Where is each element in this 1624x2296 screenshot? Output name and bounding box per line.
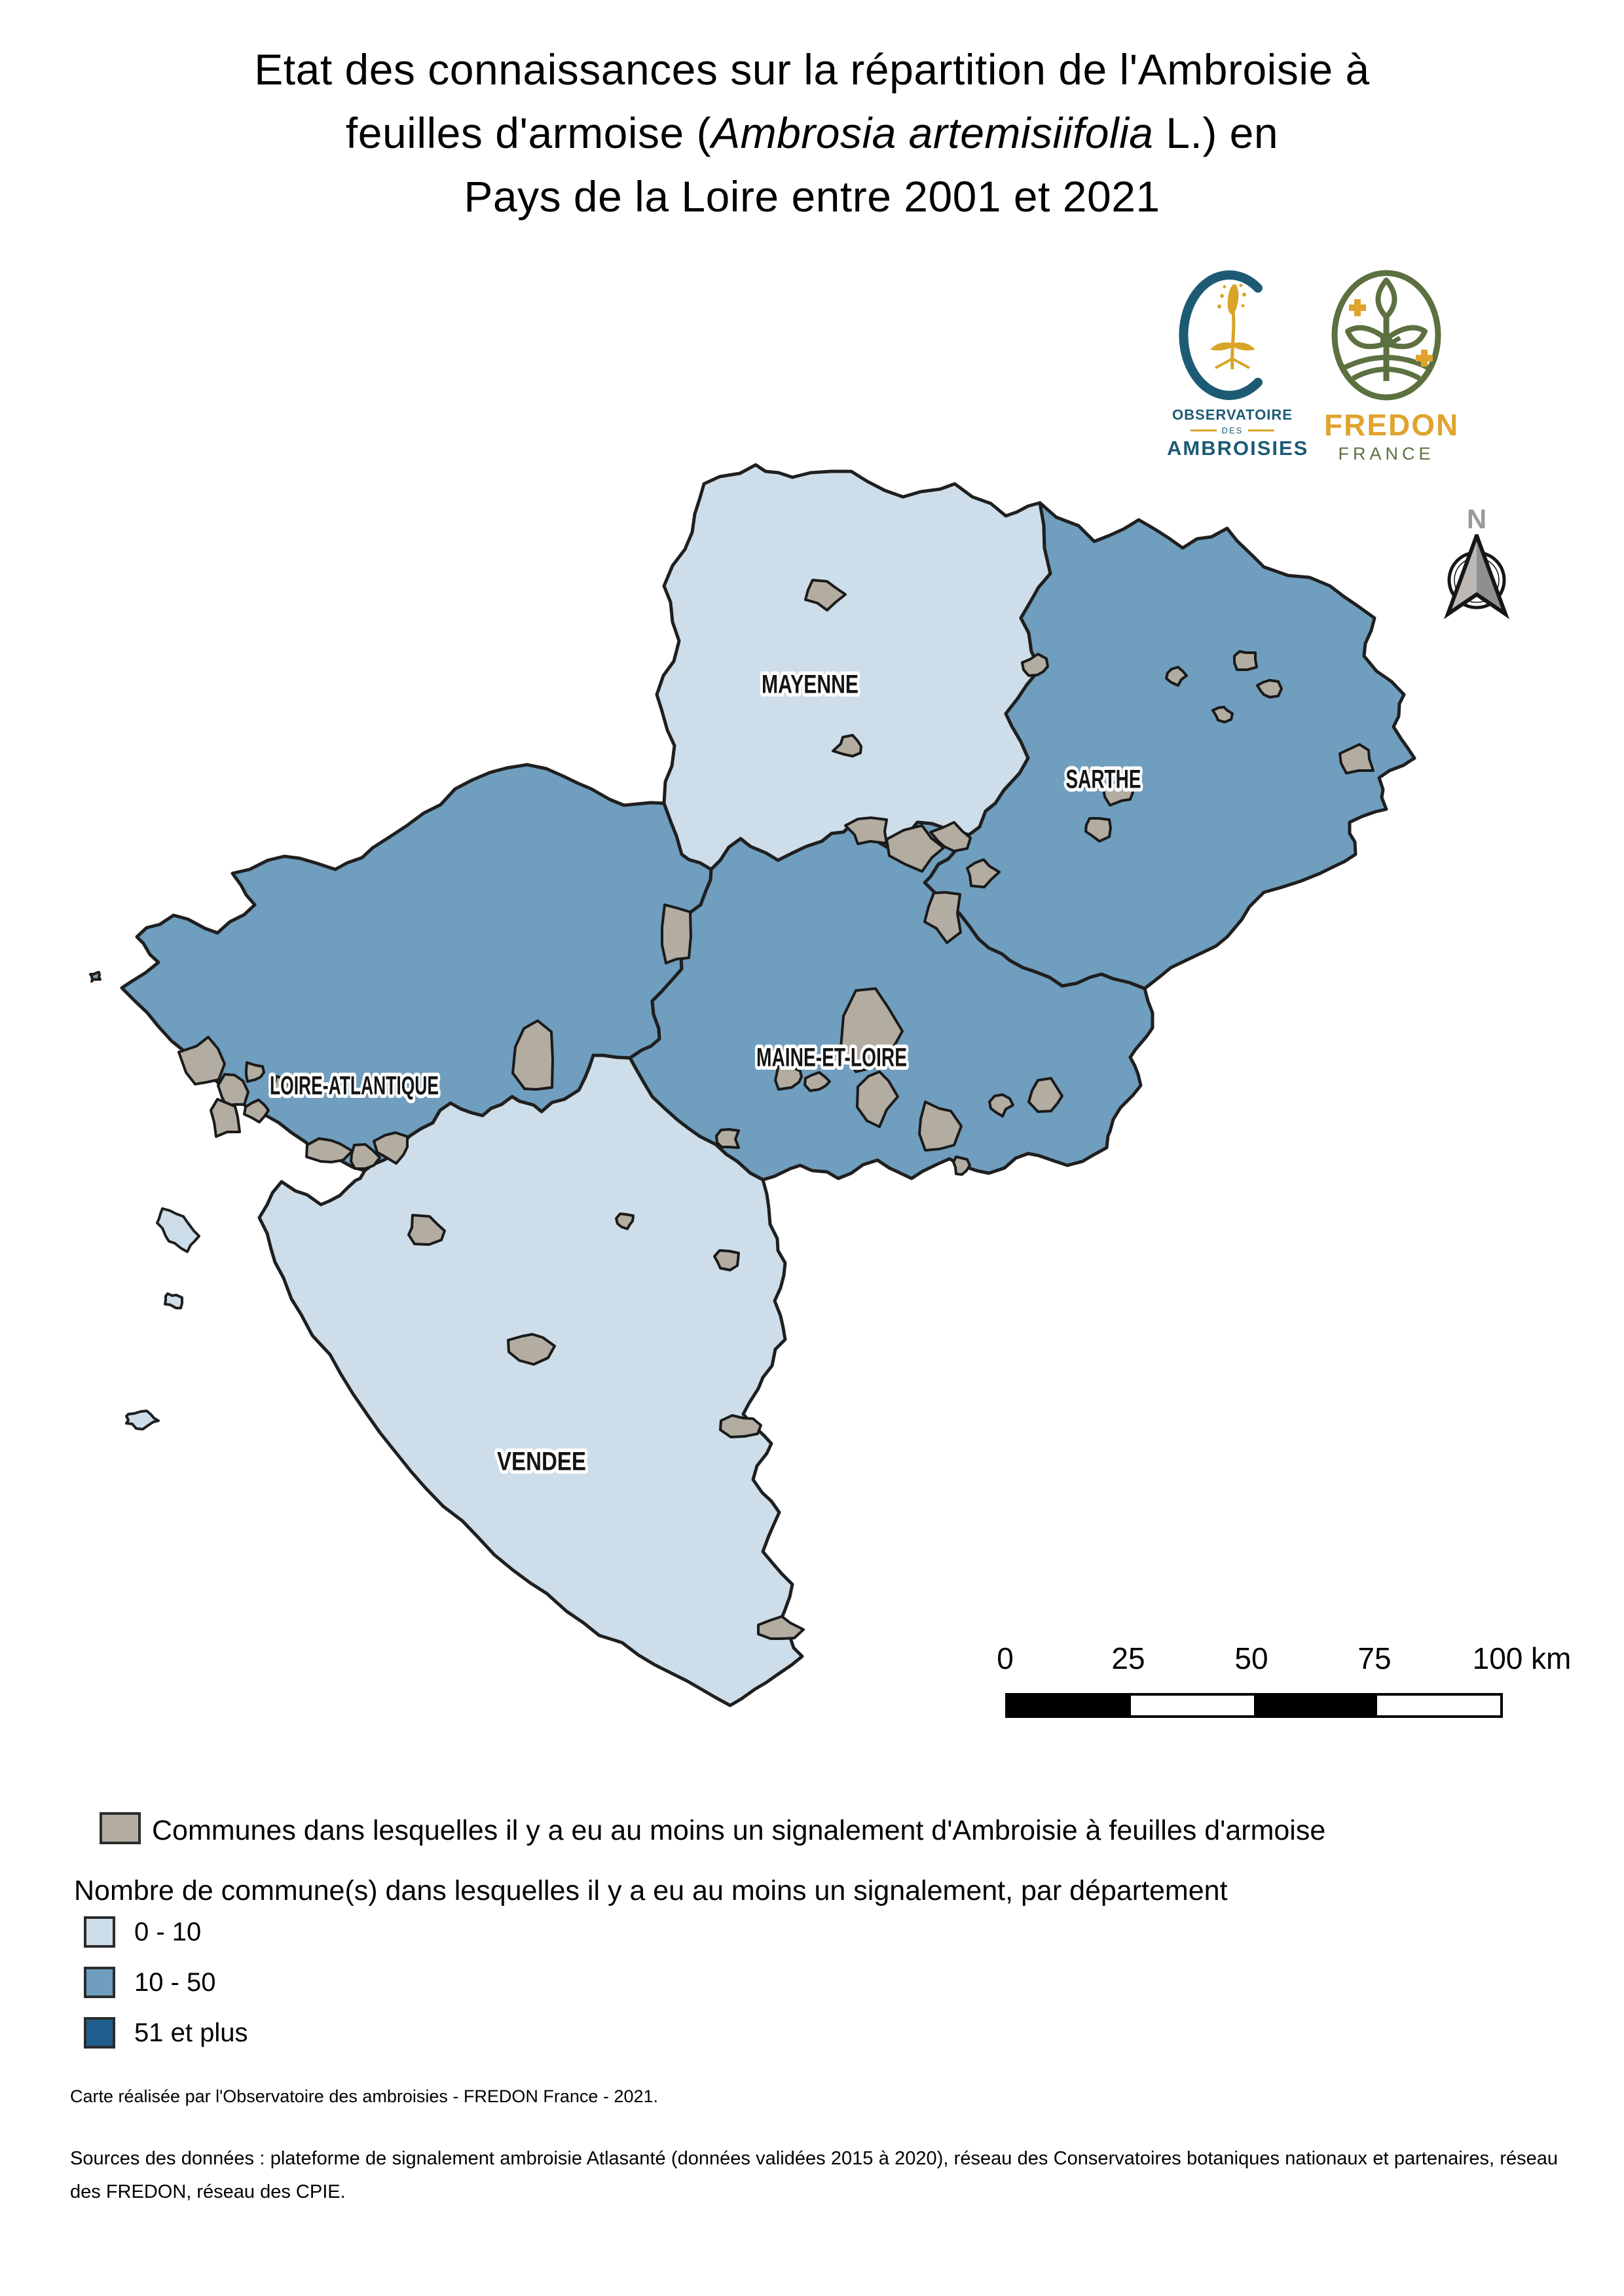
legend-class-label-low: 0 - 10 (134, 1918, 202, 1946)
commune-signalement (832, 734, 862, 757)
fredon-logo-text-1: FREDON (1324, 408, 1460, 442)
department-label-vendee: VENDEE (497, 1448, 586, 1476)
commune-signalement (177, 1036, 226, 1085)
department-label-loire-atlantique: LOIRE-ATLANTIQUE (270, 1072, 439, 1101)
commune-signalement (774, 1063, 803, 1091)
scale-tick-100: 100 (1472, 1641, 1523, 1675)
commune-signalement (305, 1137, 354, 1163)
commune-signalement (1256, 679, 1283, 699)
commune-signalement (615, 1212, 635, 1230)
commune-polygons (177, 579, 1375, 1640)
legend-communes-label: Communes dans lesquelles il y a eu au mo… (152, 1815, 1326, 1846)
fredon-logo-text-2: FRANCE (1338, 444, 1435, 464)
department-sarthe (923, 501, 1416, 991)
commune-signalement (918, 1101, 963, 1152)
scale-segment-1 (1008, 1696, 1131, 1715)
scale-tick-75: 75 (1357, 1641, 1392, 1675)
commune-signalement (1233, 650, 1258, 671)
observatoire-logo-text-3: AMBROISIES (1167, 437, 1309, 460)
commune-signalement (966, 858, 1001, 888)
commune-signalement (923, 891, 962, 944)
title-species-italic: Ambrosia artemisiifolia (711, 109, 1154, 157)
scale-segment-3 (1254, 1696, 1377, 1715)
commune-signalement (757, 1615, 805, 1640)
commune-signalement (217, 1073, 249, 1107)
commune-signalement (1102, 779, 1135, 807)
legend-class-label-mid: 10 - 50 (134, 1968, 216, 1997)
commune-signalement (803, 1071, 831, 1092)
north-arrow: N (1431, 504, 1522, 623)
commune-signalement (243, 1099, 270, 1123)
commune-signalement (885, 824, 945, 873)
scale-bar-segments (1005, 1693, 1503, 1718)
scale-tick-25: 25 (1111, 1641, 1145, 1675)
department-labels: MAYENNE SARTHE LOIRE-ATLANTIQUE MAINE-ET… (267, 666, 1145, 1480)
commune-signalement (1211, 706, 1234, 723)
fredon-plant-icon (1331, 270, 1441, 401)
island-1 (156, 1207, 200, 1253)
commune-signalement (210, 1098, 241, 1138)
commune-signalement (661, 903, 692, 964)
commune-signalement (715, 1128, 740, 1149)
commune-signalement (245, 1061, 265, 1083)
commune-signalement (804, 579, 847, 611)
scale-tick-0: 0 (997, 1641, 1014, 1675)
island-4 (89, 971, 101, 983)
commune-signalement (952, 1156, 971, 1176)
title-line-1: Etat des connaissances sur la répartitio… (254, 45, 1370, 94)
island-polygons (89, 971, 200, 1430)
commune-signalement (373, 1131, 409, 1165)
commune-signalement (840, 987, 904, 1073)
commune-signalement (407, 1214, 446, 1246)
legend-classes-title: Nombre de commune(s) dans lesquelles il … (74, 1875, 1228, 1906)
commune-signalement (1027, 1077, 1063, 1113)
page-title: Etat des connaissances sur la répartitio… (0, 38, 1624, 228)
commune-signalement (511, 1019, 554, 1091)
map: MAYENNE SARTHE LOIRE-ATLANTIQUE MAINE-ET… (89, 463, 1416, 1707)
observatoire-logo-text-1: OBSERVATOIRE (1172, 407, 1293, 423)
north-arrow-icon (1443, 530, 1510, 619)
island-2 (164, 1292, 183, 1309)
title-line-2: feuilles d'armoise (Ambrosia artemisiifo… (345, 109, 1279, 157)
department-polygons (120, 463, 1416, 1707)
department-label-mayenne: MAYENNE (762, 670, 858, 699)
commune-signalement (988, 1093, 1014, 1118)
fredon-logo: FREDON FRANCE (1324, 268, 1460, 464)
legend-class-swatch-low (84, 1916, 115, 1948)
scale-segment-4 (1377, 1696, 1500, 1715)
island-3 (125, 1410, 160, 1430)
credits-line: Carte réalisée par l'Observatoire des am… (70, 2086, 658, 2106)
scale-segment-2 (1131, 1696, 1254, 1715)
commune-signalement (719, 1414, 762, 1438)
commune-signalement (929, 821, 972, 852)
scale-unit: km (1531, 1641, 1572, 1675)
scale-tick-50: 50 (1234, 1641, 1268, 1675)
observatoire-logo-text-2: DES (1167, 426, 1298, 435)
gold-rule-right (1248, 429, 1275, 431)
legend-class-swatch-high (84, 2017, 115, 2049)
commune-signalement (1338, 743, 1375, 774)
legend-communes-swatch (100, 1812, 141, 1844)
legend-class-label-high: 51 et plus (134, 2018, 248, 2047)
sources-paragraph: Sources des données : plateforme de sign… (70, 2148, 1558, 2202)
commune-signalement (350, 1143, 381, 1170)
commune-signalement (856, 1070, 899, 1128)
commune-signalement (1165, 666, 1188, 687)
title-line-3: Pays de la Loire entre 2001 et 2021 (464, 172, 1160, 221)
department-vendee (257, 1053, 804, 1707)
commune-signalement (1084, 817, 1112, 843)
department-label-maine-et-loire: MAINE-ET-LOIRE (756, 1044, 907, 1072)
gold-rule-left (1190, 429, 1217, 431)
north-arrow-label: N (1466, 503, 1487, 534)
commune-signalement (507, 1333, 556, 1366)
commune-signalement (270, 1075, 291, 1093)
observatoire-logo: OBSERVATOIRE DES AMBROISIES (1167, 270, 1309, 460)
department-label-sarthe: SARTHE (1066, 765, 1141, 794)
commune-signalement (1021, 653, 1049, 677)
commune-signalement (844, 816, 888, 845)
observatoire-crescent-plant-icon (1179, 270, 1263, 400)
legend-class-swatch-mid (84, 1967, 115, 1998)
commune-signalement (713, 1249, 740, 1271)
